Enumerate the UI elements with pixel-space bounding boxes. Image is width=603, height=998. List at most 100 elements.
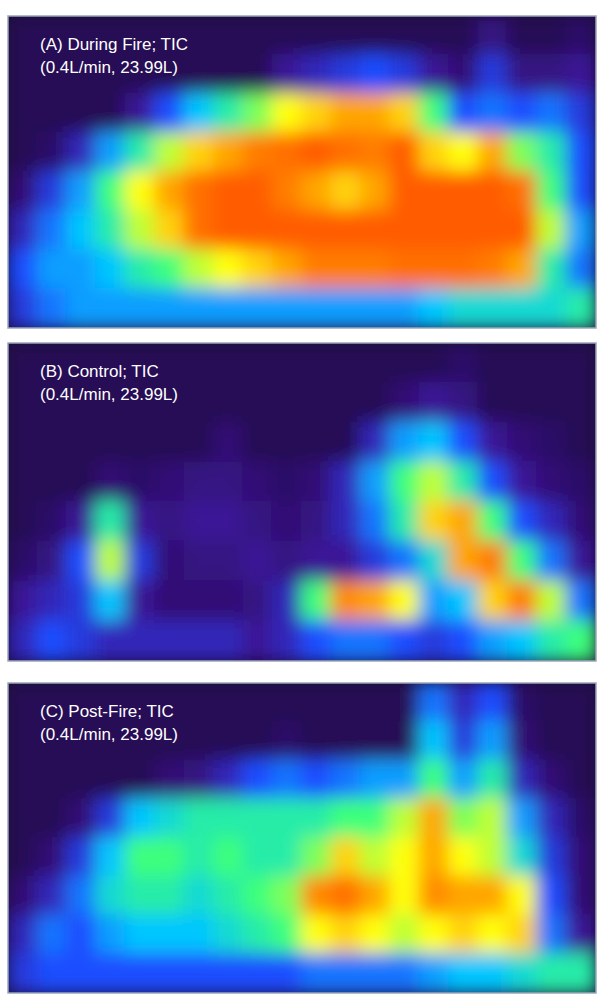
heat-cell (419, 541, 450, 583)
heat-cell (66, 461, 97, 503)
heat-cell (448, 461, 479, 503)
heat-cell (389, 16, 420, 56)
heat-cell (242, 343, 273, 384)
heat-cell (301, 343, 332, 384)
heat-cell (330, 382, 361, 424)
heat-cell (242, 837, 273, 878)
heat-cell (36, 837, 67, 878)
cells (8, 683, 596, 993)
heat-cell (8, 54, 38, 95)
heat-cell (8, 837, 38, 878)
heat-cell (330, 581, 361, 623)
heat-cell (536, 422, 567, 464)
heat-cell (213, 541, 244, 583)
heat-cell (448, 798, 479, 839)
heat-cell (301, 501, 332, 543)
panel: (A) During Fire; TIC(0.4L/min, 23.99L) (7, 15, 597, 329)
heat-cell (477, 382, 508, 424)
heat-cell (36, 501, 67, 543)
heat-cell (360, 249, 391, 290)
heat-cell (183, 343, 214, 384)
heat-cell (66, 798, 97, 839)
heat-cell (8, 876, 38, 917)
heat-cell (213, 953, 244, 993)
heat-cell (66, 837, 97, 878)
heat-cell (419, 54, 450, 95)
heat-cell (360, 876, 391, 917)
heat-cell (125, 461, 156, 503)
heat-cell (419, 721, 450, 762)
heat-cell (8, 210, 38, 251)
heat-cell (419, 501, 450, 543)
heat-cell (36, 798, 67, 839)
heat-cell (389, 683, 420, 723)
heat-cell (95, 93, 126, 134)
heat-cell (272, 382, 303, 424)
heat-cell (360, 620, 391, 661)
heat-cell (360, 721, 391, 762)
heat-cell (330, 249, 361, 290)
heat-cell (95, 132, 126, 173)
heat-cell (360, 382, 391, 424)
heat-cell (183, 461, 214, 503)
heat-cell (8, 501, 38, 543)
heat-cell (536, 210, 567, 251)
heat-cell (566, 620, 596, 661)
heat-cell (242, 620, 273, 661)
plot-frame (8, 343, 596, 661)
heat-cell (507, 798, 538, 839)
heat-cell (360, 953, 391, 993)
heat-cell (183, 171, 214, 212)
heat-cell (419, 837, 450, 878)
heat-cell (536, 683, 567, 723)
heat-cell (389, 249, 420, 290)
heat-cell (360, 501, 391, 543)
heat-cell (360, 541, 391, 583)
heat-cell (507, 915, 538, 956)
heat-cell (330, 422, 361, 464)
heat-cell (566, 541, 596, 583)
heat-cell (242, 288, 273, 328)
heat-cell (566, 382, 596, 424)
heat-cell (507, 132, 538, 173)
heat-cell (95, 288, 126, 328)
heat-cell (360, 915, 391, 956)
heat-cell (419, 171, 450, 212)
heat-cell (419, 760, 450, 801)
heat-cell (477, 683, 508, 723)
heat-cell (419, 132, 450, 173)
heat-cell (183, 683, 214, 723)
heat-cell (389, 501, 420, 543)
heat-cell (36, 620, 67, 661)
heat-cell (242, 54, 273, 95)
heat-cell (154, 249, 185, 290)
heat-cell (389, 760, 420, 801)
heat-cell (66, 501, 97, 543)
heat-cell (183, 93, 214, 134)
heat-cell (213, 382, 244, 424)
heat-cell (477, 422, 508, 464)
heat-cell (301, 683, 332, 723)
heat-cell (183, 132, 214, 173)
heat-cell (242, 16, 273, 56)
heat-cell (154, 288, 185, 328)
heat-cell (183, 422, 214, 464)
cells (8, 343, 596, 661)
heat-cell (213, 288, 244, 328)
heat-cell (95, 953, 126, 993)
heat-cell (242, 382, 273, 424)
heat-cell (154, 93, 185, 134)
heat-cell (477, 171, 508, 212)
heat-cell (477, 620, 508, 661)
heat-cell (125, 501, 156, 543)
heat-cell (213, 461, 244, 503)
heat-cell (566, 249, 596, 290)
heat-cell (477, 760, 508, 801)
heat-cell (213, 876, 244, 917)
heat-cell (448, 288, 479, 328)
cells (8, 16, 596, 328)
heat-cell (272, 171, 303, 212)
heat-cell (536, 541, 567, 583)
heat-cell (360, 837, 391, 878)
heat-cell (125, 798, 156, 839)
